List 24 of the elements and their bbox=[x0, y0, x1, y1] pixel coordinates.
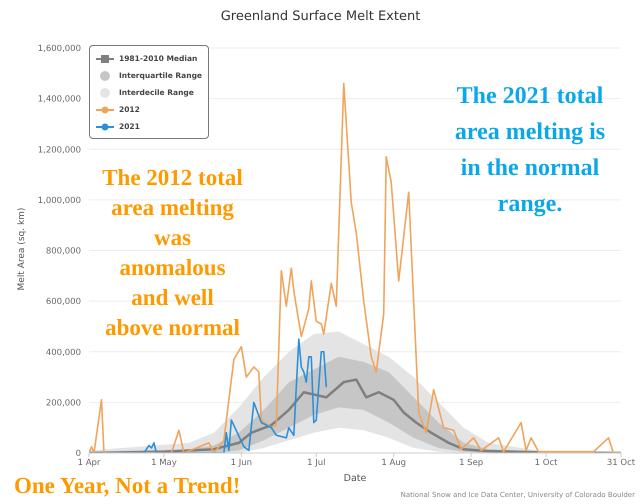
x-tick-label: 1 Aug bbox=[381, 458, 406, 468]
x-tick-label: 1 May bbox=[151, 458, 177, 468]
y-tick-label: 1,000,000 bbox=[38, 196, 81, 206]
chart-title: Greenland Surface Melt Extent bbox=[220, 9, 422, 24]
x-tick-label: 31 Oct bbox=[606, 458, 636, 468]
y-tick-label: 0 bbox=[76, 449, 81, 460]
y-axis-title: Melt Area (sq. km) bbox=[17, 206, 27, 292]
text: One Year, Not a Trend! bbox=[14, 472, 242, 500]
y-tick-label: 200,000 bbox=[46, 398, 81, 408]
x-axis-title: Date bbox=[342, 473, 368, 484]
y-tick-label: 600,000 bbox=[46, 297, 81, 308]
x-tick-label: 1 Sep bbox=[459, 458, 484, 468]
y-tick-label: 1,400,000 bbox=[38, 94, 81, 105]
x-tick-label: 1 Oct bbox=[534, 458, 558, 468]
line-series bbox=[89, 338, 328, 453]
x-tick-label: 1 Jul bbox=[307, 458, 326, 468]
x-tick-label: 1 Jun bbox=[230, 458, 252, 468]
annotation: The 2012 total area melting was anomalous and well above normal bbox=[101, 164, 244, 342]
annotation: The 2021 total area melting is in the normal range. bbox=[454, 82, 606, 219]
x-tick-label: 1 Apr bbox=[78, 458, 101, 468]
y-tick-label: 800,000 bbox=[46, 246, 81, 257]
y-tick-label: 1,600,000 bbox=[38, 44, 81, 54]
y-tick-label: 1,200,000 bbox=[38, 145, 81, 156]
y-tick-label: 400,000 bbox=[46, 348, 81, 358]
